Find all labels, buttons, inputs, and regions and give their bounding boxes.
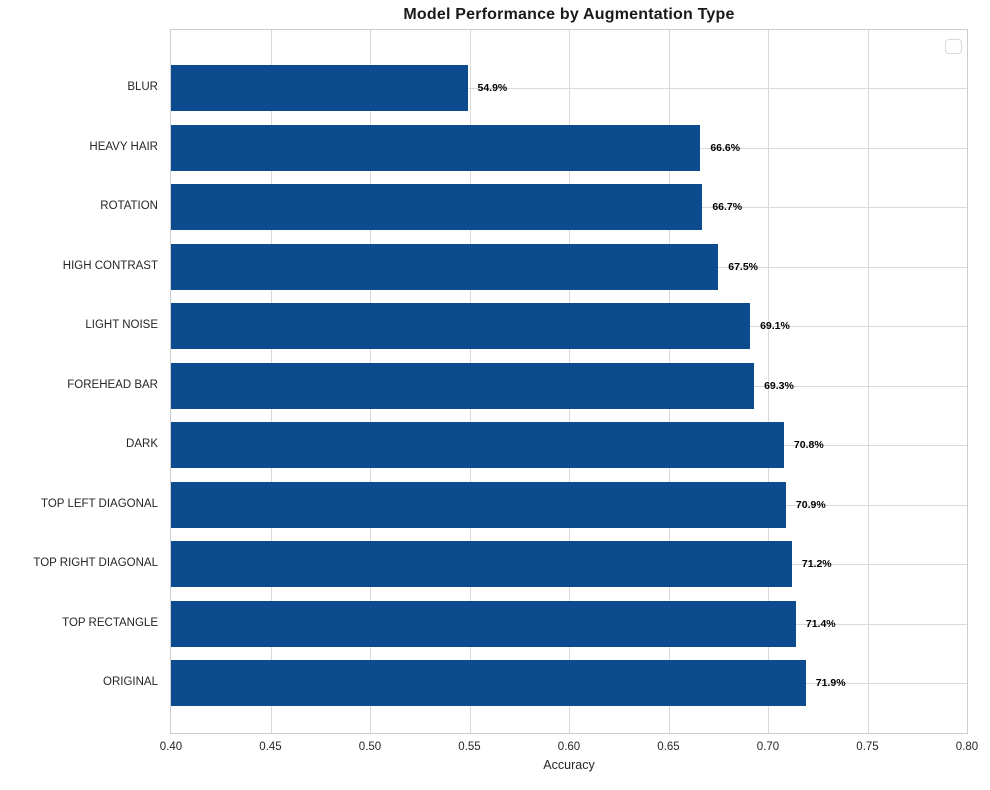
bar-value-label: 71.9% xyxy=(815,677,846,689)
x-tick-label: 0.50 xyxy=(358,741,382,753)
bar-value-label: 69.3% xyxy=(764,379,794,392)
y-tick-label-top-left-diagonal: TOP LEFT DIAGONAL xyxy=(41,497,158,510)
y-tick-label-blur: BLUR xyxy=(127,81,158,93)
y-tick-label-original: ORIGINAL xyxy=(103,676,158,688)
bar-heavy-hair xyxy=(171,124,701,171)
bar-dark xyxy=(171,422,784,468)
gridline-horizontal xyxy=(171,88,967,89)
bar-original xyxy=(171,660,806,706)
x-tick-label: 0.65 xyxy=(657,741,680,753)
y-tick-label-top-rectangle: TOP RECTANGLE xyxy=(62,616,158,629)
x-axis-label: Accuracy xyxy=(543,758,595,772)
bar-value-label: 71.4% xyxy=(805,617,836,630)
bar-value-label: 66.6% xyxy=(710,141,741,154)
bar-high-contrast xyxy=(171,243,719,290)
x-tick-label: 0.75 xyxy=(856,741,879,753)
x-tick-label: 0.45 xyxy=(259,741,282,753)
y-tick-label-top-right-diagonal: TOP RIGHT DIAGONAL xyxy=(33,557,158,569)
bar-value-label: 71.2% xyxy=(801,558,832,570)
gridline-vertical xyxy=(867,30,869,733)
bar-top-right-diagonal xyxy=(171,541,792,587)
bar-blur xyxy=(171,65,468,111)
x-tick-label: 0.70 xyxy=(756,741,780,753)
x-tick-label: 0.80 xyxy=(955,741,979,753)
bar-forehead-bar xyxy=(171,362,755,409)
gridline-vertical xyxy=(768,30,769,733)
y-tick-label-high-contrast: HIGH CONTRAST xyxy=(62,259,158,272)
bar-rotation xyxy=(171,184,703,230)
y-tick-label-rotation: ROTATION xyxy=(100,200,158,212)
y-tick-label-heavy-hair: HEAVY HAIR xyxy=(89,140,158,153)
bar-value-label: 70.8% xyxy=(793,439,824,451)
y-tick-label-light-noise: LIGHT NOISE xyxy=(85,319,158,331)
bar-top-left-diagonal xyxy=(171,481,786,528)
bar-value-label: 54.9% xyxy=(477,82,508,94)
bar-value-label: 67.5% xyxy=(728,260,759,273)
bar-light-noise xyxy=(171,303,751,349)
chart-title: Model Performance by Augmentation Type xyxy=(403,6,735,23)
x-tick-label: 0.55 xyxy=(458,741,481,753)
legend-box xyxy=(945,39,962,54)
x-tick-label: 0.40 xyxy=(159,741,183,753)
x-tick-label: 0.60 xyxy=(557,741,581,753)
bar-value-label: 70.9% xyxy=(795,498,826,511)
bar-value-label: 66.7% xyxy=(712,201,743,213)
plot-area: 54.9% 66.6% 66.7% 67.5% 69.1% 69.3% 70.8% 70.9%… xyxy=(170,29,968,734)
bar-top-rectangle xyxy=(171,600,796,647)
y-tick-label-forehead-bar: FOREHEAD BAR xyxy=(67,378,158,391)
y-tick-label-dark: DARK xyxy=(126,438,158,450)
bar-value-label: 69.1% xyxy=(760,320,790,332)
